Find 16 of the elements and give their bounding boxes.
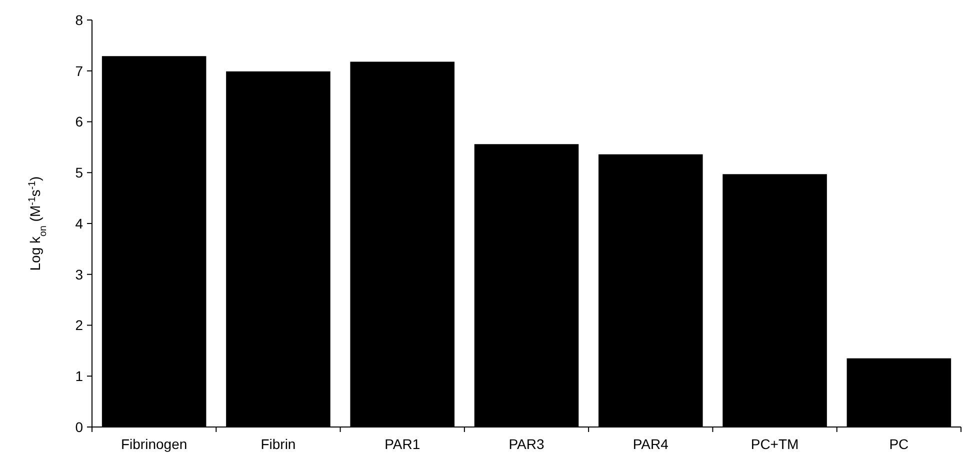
x-tick-label: PC+TM: [750, 436, 799, 452]
y-tick-label: 1: [75, 368, 84, 384]
y-tick-label: 8: [75, 12, 84, 28]
y-tick-label: 7: [75, 62, 84, 79]
y-tick-label: 3: [75, 266, 84, 282]
y-tick-label: 5: [75, 164, 84, 181]
x-tick-label: PAR3: [508, 436, 544, 452]
x-tick-label: PC: [889, 436, 909, 452]
x-tick-label: Fibrin: [260, 436, 296, 452]
y-tick-label: 2: [75, 317, 84, 334]
y-tick-label: 0: [75, 418, 84, 435]
x-tick-label: Fibrinogen: [120, 436, 188, 452]
y-tick-label: 4: [75, 215, 84, 232]
y-tick-label: 6: [75, 114, 84, 130]
x-tick-label: PAR1: [384, 436, 420, 452]
x-tick-label: PAR4: [632, 436, 669, 452]
